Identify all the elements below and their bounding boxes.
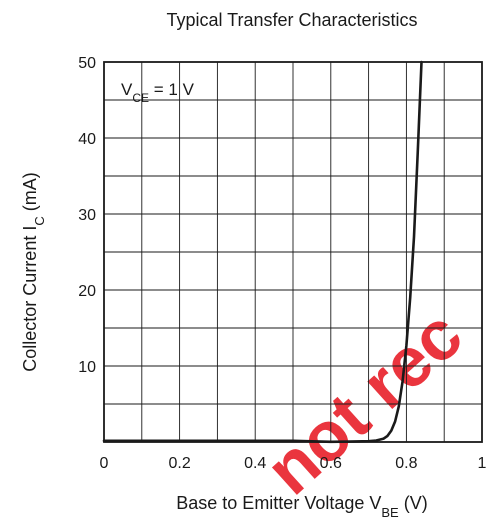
x-tick-label: 0.8 <box>395 455 417 472</box>
y-tick-label: 40 <box>78 131 96 148</box>
x-tick-label: 0.6 <box>320 455 342 472</box>
x-axis-label: Base to Emitter Voltage VBE (V) <box>176 493 427 520</box>
watermark-text: not rec <box>251 295 477 509</box>
series-line <box>102 60 423 444</box>
grid <box>104 62 482 442</box>
y-tick-label: 10 <box>78 359 96 376</box>
chart-title: Typical Transfer Characteristics <box>166 10 417 30</box>
x-tick-label: 0.2 <box>168 455 190 472</box>
y-tick-label: 50 <box>78 55 96 72</box>
x-tick-label: 0.4 <box>244 455 266 472</box>
y-axis-label: Collector Current IC (mA) <box>20 172 47 371</box>
y-tick-label: 20 <box>78 283 96 300</box>
x-tick-label: 1 <box>478 455 486 472</box>
y-tick-label: 30 <box>78 207 96 224</box>
watermark: not rec <box>251 295 477 509</box>
x-tick-label: 0 <box>100 455 109 472</box>
vce-annotation: VCE = 1 V <box>121 80 195 105</box>
